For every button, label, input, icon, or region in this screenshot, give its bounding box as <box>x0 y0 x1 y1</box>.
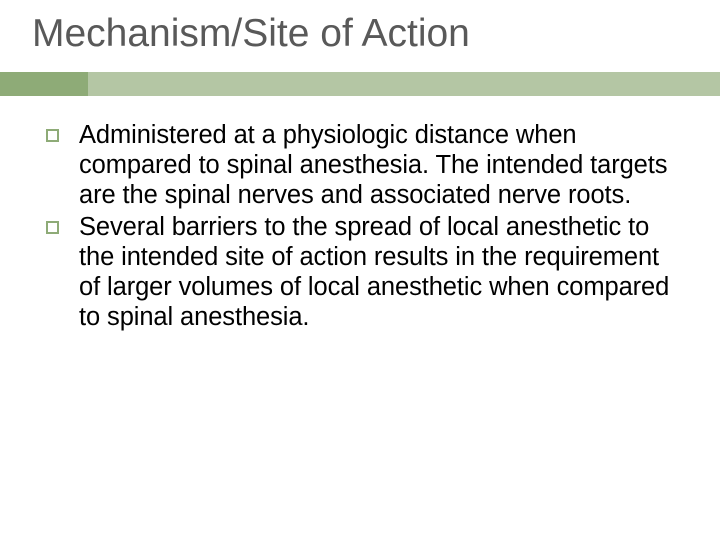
list-item: Administered at a physiologic distance w… <box>42 120 680 210</box>
list-item: Several barriers to the spread of local … <box>42 212 680 332</box>
accent-band-short <box>0 72 88 96</box>
content-area: Administered at a physiologic distance w… <box>42 120 680 335</box>
bullet-square-icon <box>46 129 59 142</box>
bullet-text: Administered at a physiologic distance w… <box>79 120 680 210</box>
bullet-square-icon <box>46 221 59 234</box>
bullet-text: Several barriers to the spread of local … <box>79 212 680 332</box>
accent-band-long <box>88 72 720 96</box>
slide-title: Mechanism/Site of Action <box>32 12 470 56</box>
